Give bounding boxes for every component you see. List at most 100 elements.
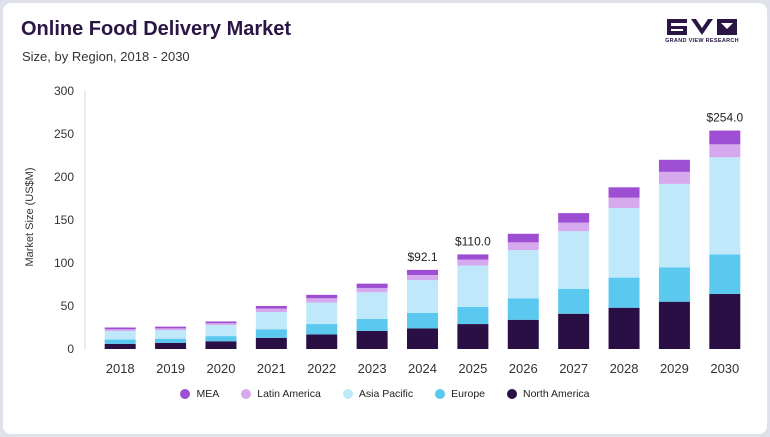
bar-north-america-2018 [104, 343, 136, 349]
bar-latin-america-2022 [306, 298, 338, 303]
legend-label: Latin America [257, 388, 321, 400]
bar-north-america-2020 [205, 341, 237, 349]
y-axis-label: Market Size (US$M) [24, 167, 36, 266]
x-tick-label: 2028 [610, 361, 639, 376]
bar-asia-pacific-2026 [507, 250, 539, 299]
bar-latin-america-2020 [205, 323, 237, 325]
legend-item-mea: MEA [180, 388, 219, 400]
bar-asia-pacific-2027 [558, 231, 590, 289]
legend-item-latin-america: Latin America [241, 388, 321, 400]
x-tick-label: 2027 [559, 361, 588, 376]
x-tick-label: 2022 [307, 361, 336, 376]
bar-north-america-2025 [457, 324, 489, 349]
bar-latin-america-2030 [709, 144, 741, 158]
legend-item-europe: Europe [435, 388, 485, 400]
bar-latin-america-2019 [155, 328, 187, 331]
bar-mea-2022 [306, 294, 338, 299]
chart-subtitle: Size, by Region, 2018 - 2030 [22, 49, 190, 64]
bar-asia-pacific-2022 [306, 302, 338, 325]
x-axis: 2018 2019 2020 2021 2022 2023 2024 2025 2026 2027… [106, 361, 740, 376]
y-axis: 0 50 100 150 200 250 300 [54, 84, 86, 356]
y-tick-label: 200 [54, 170, 74, 184]
bar-mea-2025 [457, 254, 489, 260]
data-labels: $92.1 $110.0 $254.0 [407, 111, 743, 264]
legend-swatch [241, 389, 252, 399]
y-tick-label: 150 [54, 213, 74, 227]
bar-latin-america-2025 [457, 259, 489, 266]
bar-europe-2026 [507, 298, 539, 320]
x-tick-label: 2019 [156, 361, 185, 376]
x-tick-label: 2030 [710, 361, 739, 376]
bar-europe-2020 [205, 336, 237, 342]
y-tick-label: 250 [54, 127, 74, 141]
legend-swatch [507, 389, 517, 399]
bar-latin-america-2028 [608, 197, 640, 208]
x-tick-label: 2026 [509, 361, 538, 376]
y-tick-label: 50 [61, 299, 75, 313]
bar-north-america-2019 [155, 342, 187, 349]
data-label-2024: $92.1 [407, 250, 437, 264]
bar-europe-2028 [608, 277, 640, 308]
legend-label: Asia Pacific [358, 388, 414, 400]
legend-item-north-america: North America [507, 388, 590, 400]
chart-card [3, 3, 767, 434]
data-label-2025: $110.0 [455, 234, 491, 248]
bar-north-america-2022 [306, 334, 338, 349]
bar-asia-pacific-2030 [709, 157, 741, 255]
x-tick-label: 2020 [207, 361, 236, 376]
bar-north-america-2026 [507, 319, 539, 349]
legend-swatch [435, 389, 446, 399]
legend-label: MEA [196, 388, 220, 400]
bar-europe-2030 [709, 254, 741, 294]
bar-asia-pacific-2021 [255, 312, 287, 330]
bar-north-america-2027 [558, 313, 590, 349]
legend-swatch [180, 389, 191, 399]
x-tick-label: 2025 [458, 361, 487, 376]
bar-north-america-2029 [658, 301, 690, 349]
bar-asia-pacific-2028 [608, 207, 640, 278]
bar-latin-america-2018 [104, 329, 136, 331]
x-tick-label: 2029 [660, 361, 689, 376]
grand-view-research-logo: GRAND VIEW RESEARCH [661, 19, 743, 47]
legend-item-asia-pacific: Asia Pacific [342, 388, 414, 400]
bar-europe-2019 [155, 338, 187, 343]
bar-asia-pacific-2024 [407, 280, 438, 313]
bar-north-america-2021 [255, 337, 287, 349]
y-tick-label: 0 [67, 342, 74, 356]
bar-latin-america-2026 [507, 242, 539, 251]
bar-mea-2021 [255, 306, 287, 309]
bar-mea-2018 [104, 327, 136, 330]
bar-latin-america-2024 [407, 275, 438, 281]
bar-north-america-2028 [608, 307, 640, 349]
y-tick-label: 100 [54, 256, 74, 270]
x-tick-label: 2023 [358, 361, 387, 376]
bar-mea-2023 [356, 283, 388, 288]
bar-asia-pacific-2019 [155, 330, 187, 339]
bar-latin-america-2021 [255, 308, 287, 313]
bars [104, 130, 741, 349]
x-tick-label: 2024 [408, 361, 437, 376]
bar-mea-2024 [407, 269, 438, 276]
legend-label: Europe [451, 388, 485, 400]
bar-mea-2019 [155, 326, 187, 329]
bar-asia-pacific-2023 [356, 292, 388, 319]
bar-europe-2029 [658, 267, 690, 302]
chart-legend: MEA Latin America Asia Pacific Europe North … [0, 388, 770, 400]
bar-mea-2029 [658, 159, 690, 172]
bar-latin-america-2023 [356, 287, 388, 293]
bar-europe-2022 [306, 324, 338, 335]
bar-europe-2025 [457, 306, 489, 325]
bar-europe-2023 [356, 318, 388, 331]
bar-asia-pacific-2020 [205, 324, 237, 337]
bar-asia-pacific-2018 [104, 330, 136, 340]
y-tick-label: 300 [54, 84, 74, 98]
bar-asia-pacific-2029 [658, 183, 690, 268]
bar-mea-2026 [507, 233, 539, 243]
logo-text: GRAND VIEW RESEARCH [665, 38, 739, 44]
bar-mea-2028 [608, 187, 640, 198]
bar-north-america-2024 [407, 328, 438, 349]
bar-europe-2021 [255, 329, 287, 338]
chart-title: Online Food Delivery Market [21, 18, 292, 40]
legend-label: North America [523, 388, 590, 400]
